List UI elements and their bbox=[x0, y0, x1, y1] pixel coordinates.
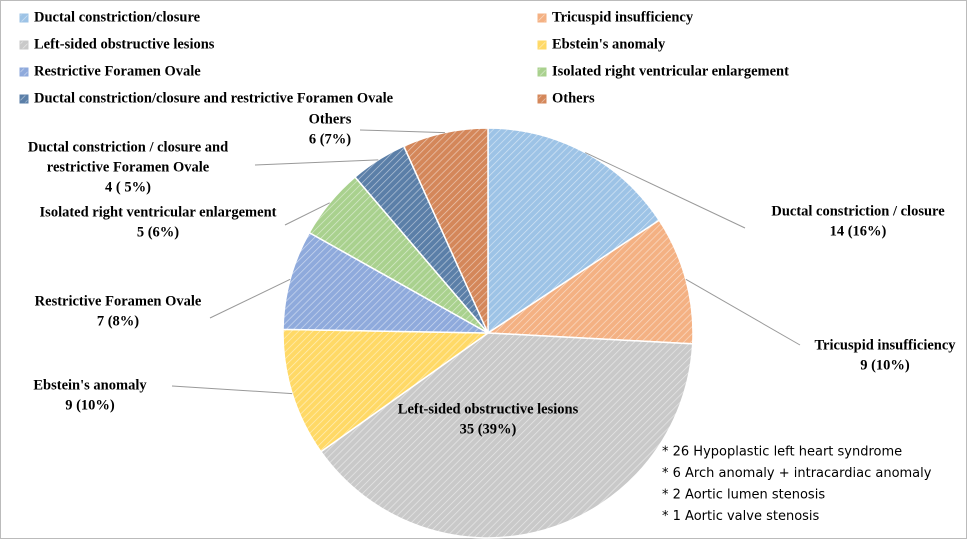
leader-line bbox=[254, 159, 379, 166]
legend-swatch bbox=[537, 94, 547, 104]
pie-slice bbox=[282, 231, 489, 334]
slice-label: Ebstein's anomaly bbox=[33, 377, 147, 393]
slice-value-label: 7 (8%) bbox=[97, 313, 139, 329]
legend-label: Isolated right ventricular enlargement bbox=[552, 63, 789, 79]
slice-value-label: 5 (6%) bbox=[137, 224, 179, 240]
annotation: * 2 Aortic lumen stenosis bbox=[662, 488, 825, 503]
legend-label: Ebstein's anomaly bbox=[552, 36, 666, 52]
leader-line bbox=[585, 152, 746, 229]
slice-label: Restrictive Foramen Ovale bbox=[35, 293, 202, 309]
slice-value-label: 35 (39%) bbox=[460, 421, 517, 437]
legend-label: Left-sided obstructive lesions bbox=[34, 36, 215, 52]
leader-line bbox=[685, 278, 801, 346]
legend-swatch bbox=[19, 94, 29, 104]
legend-label: Ductal constriction/closure bbox=[34, 9, 201, 25]
leader-line bbox=[359, 129, 445, 134]
annotation: * 1 Aortic valve stenosis bbox=[662, 509, 820, 524]
pie-slice bbox=[487, 127, 661, 335]
annotation: * 6 Arch anomaly + intracardiac anomaly bbox=[662, 466, 932, 481]
legend-label: Restrictive Foramen Ovale bbox=[34, 63, 201, 79]
pie-slice bbox=[485, 219, 694, 345]
slice-value-label: 14 (16%) bbox=[830, 223, 887, 239]
slice-label: Ductal constriction / closure and bbox=[28, 139, 228, 155]
slice-label: Left-sided obstructive lesions bbox=[398, 401, 579, 417]
slice-label: Isolated right ventricular enlargement bbox=[40, 204, 277, 220]
legend-swatch bbox=[537, 40, 547, 50]
legend-swatch bbox=[537, 13, 547, 23]
annotation: * 26 Hypoplastic left heart syndrome bbox=[662, 445, 902, 460]
slice-label: Tricuspid insufficiency bbox=[814, 337, 956, 353]
legend-label: Others bbox=[552, 90, 595, 106]
slice-value-label: 4 ( 5%) bbox=[105, 179, 151, 195]
leader-line bbox=[284, 202, 330, 226]
slice-label: restrictive Foramen Ovale bbox=[47, 159, 210, 175]
legend-swatch bbox=[19, 13, 29, 23]
leader-line bbox=[209, 278, 291, 319]
slice-label: Ductal constriction / closure bbox=[771, 203, 945, 219]
slice-value-label: 9 (10%) bbox=[65, 397, 115, 413]
legend-swatch bbox=[19, 67, 29, 77]
legend-label: Ductal constriction/closure and restrict… bbox=[34, 90, 394, 106]
pie-slice bbox=[319, 332, 694, 539]
legend-swatch bbox=[537, 67, 547, 77]
slice-value-label: 6 (7%) bbox=[309, 131, 351, 147]
legend-label: Tricuspid insufficiency bbox=[552, 9, 694, 25]
slice-value-label: 9 (10%) bbox=[860, 357, 910, 373]
legend-swatch bbox=[19, 40, 29, 50]
leader-line bbox=[171, 385, 293, 395]
slice-label: Others bbox=[309, 111, 352, 127]
pie-slice bbox=[282, 328, 491, 453]
